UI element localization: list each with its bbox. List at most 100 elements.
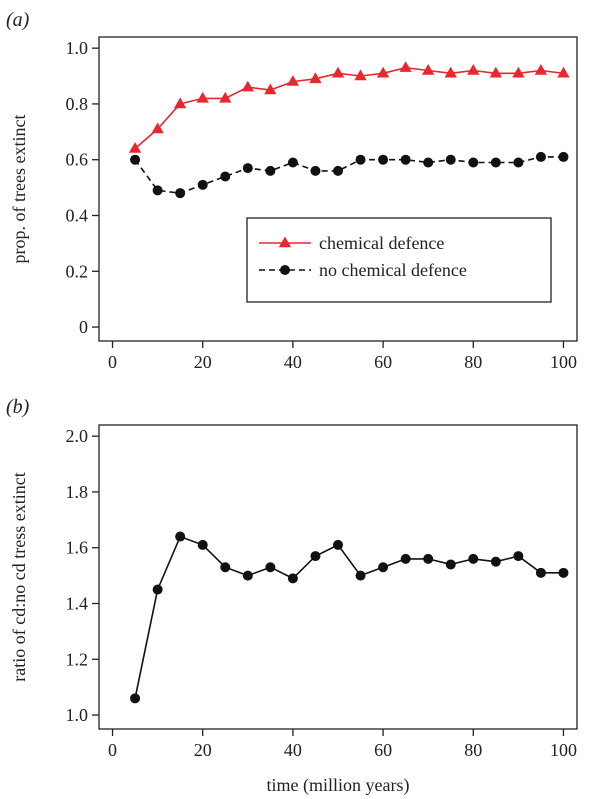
x-tick-label: 100 <box>550 352 577 372</box>
chart-panel-a: (a) 0 20 40 60 80 100 0 0.2 0.4 0.6 0.8 1.0 prop. of … <box>6 9 578 372</box>
data-point-triangle <box>489 66 502 78</box>
chart-panel-b: (b) 0 20 40 60 80 100 1.0 1.2 1.4 1.6 1.8 2.0 ratio o… <box>6 396 578 796</box>
data-point-circle <box>175 188 186 199</box>
data-point-triangle <box>219 91 232 103</box>
data-point-triangle <box>286 75 300 86</box>
data-point-circle <box>490 556 501 567</box>
x-tick-label: 100 <box>550 740 577 760</box>
data-point-circle <box>333 539 343 550</box>
data-point-triangle <box>444 66 457 78</box>
series-line-1 <box>134 66 564 150</box>
data-point-circle <box>310 551 321 562</box>
data-point-circle <box>287 157 298 168</box>
data-point-circle <box>175 531 186 542</box>
data-point-circle <box>468 553 479 564</box>
data-point-triangle <box>151 122 164 134</box>
x-tick-label: 80 <box>464 740 482 760</box>
y-tick-label: 0.6 <box>66 150 89 170</box>
y-tick-label: 1.6 <box>66 538 89 558</box>
data-point-triangle <box>241 80 254 92</box>
x-tick-label: 20 <box>194 352 212 372</box>
legend-marker-circle <box>280 265 290 275</box>
legend: chemical defence no chemical defence <box>246 217 552 303</box>
data-point-circle <box>513 551 524 562</box>
plot-frame <box>98 36 578 342</box>
data-point-circle <box>242 570 253 581</box>
data-point-circle <box>197 179 208 190</box>
data-point-triangle <box>399 61 412 72</box>
data-point-circle <box>265 562 276 573</box>
legend-label: no chemical defence <box>319 260 467 280</box>
x-tick-label: 80 <box>464 352 482 372</box>
data-point-triangle <box>264 83 277 95</box>
data-point-circle <box>490 157 501 168</box>
data-point-circle <box>130 693 141 704</box>
data-point-circle <box>130 154 141 165</box>
data-point-circle <box>242 163 253 174</box>
data-point-triangle <box>376 66 390 78</box>
data-point-circle <box>152 584 163 595</box>
data-point-circle <box>445 559 456 570</box>
data-point-circle <box>558 151 569 162</box>
legend-box <box>246 217 552 303</box>
x-tick-label: 40 <box>284 740 302 760</box>
y-tick-label: 1.2 <box>66 649 89 669</box>
x-tick-label: 0 <box>108 740 117 760</box>
data-point-circle <box>378 562 389 573</box>
legend-label: chemical defence <box>319 233 444 253</box>
data-point-circle <box>220 171 231 182</box>
y-tick-label: 0 <box>79 317 88 337</box>
data-point-triangle <box>128 142 142 153</box>
plot-frame <box>98 424 578 730</box>
data-point-circle <box>468 157 479 168</box>
data-point-circle <box>423 157 434 168</box>
panel-label: (a) <box>6 9 30 31</box>
data-point-circle <box>423 553 434 564</box>
data-point-circle <box>152 185 163 196</box>
y-tick-label: 0.4 <box>66 205 89 225</box>
data-point-circle <box>355 154 366 165</box>
y-tick-label: 1.0 <box>66 705 89 725</box>
legend-marker-triangle <box>278 236 292 248</box>
x-tick-label: 0 <box>108 352 117 372</box>
data-point-circle <box>535 151 546 162</box>
data-point-triangle <box>534 64 548 75</box>
data-point-circle <box>287 573 298 584</box>
x-axis-title: time (million years) <box>267 775 410 796</box>
y-tick-label: 1.0 <box>66 38 89 58</box>
data-point-circle <box>558 567 569 578</box>
panel-label: (b) <box>6 396 30 418</box>
data-point-triangle <box>512 66 525 78</box>
y-axis-title: prop. of trees extinct <box>9 115 29 264</box>
y-tick-label: 2.0 <box>66 426 89 446</box>
data-point-triangle <box>354 69 367 81</box>
y-tick-label: 0.2 <box>66 261 89 281</box>
y-tick-label: 0.8 <box>66 94 89 114</box>
x-tick-label: 40 <box>284 352 302 372</box>
data-point-triangle <box>174 97 187 109</box>
data-point-circle <box>310 165 321 176</box>
data-point-triangle <box>557 66 570 78</box>
data-point-triangle <box>422 64 435 75</box>
data-point-triangle <box>331 66 345 78</box>
data-point-circle <box>400 154 411 165</box>
data-point-circle <box>333 165 343 176</box>
y-axis-title: ratio of cd:no cd tress extinct <box>9 472 29 681</box>
data-point-circle <box>535 567 546 578</box>
data-point-triangle <box>467 64 480 75</box>
data-point-circle <box>400 553 411 564</box>
data-point-circle <box>220 562 231 573</box>
data-point-circle <box>513 157 524 168</box>
x-tick-label: 60 <box>374 352 392 372</box>
x-tick-label: 60 <box>374 740 392 760</box>
data-point-circle <box>355 570 366 581</box>
data-point-triangle <box>309 72 322 84</box>
y-tick-label: 1.4 <box>66 593 89 613</box>
data-point-triangle <box>196 91 209 103</box>
data-point-circle <box>378 154 389 165</box>
x-tick-label: 20 <box>194 740 212 760</box>
data-point-circle <box>265 165 276 176</box>
data-point-circle <box>197 539 208 550</box>
y-tick-label: 1.8 <box>66 482 89 502</box>
